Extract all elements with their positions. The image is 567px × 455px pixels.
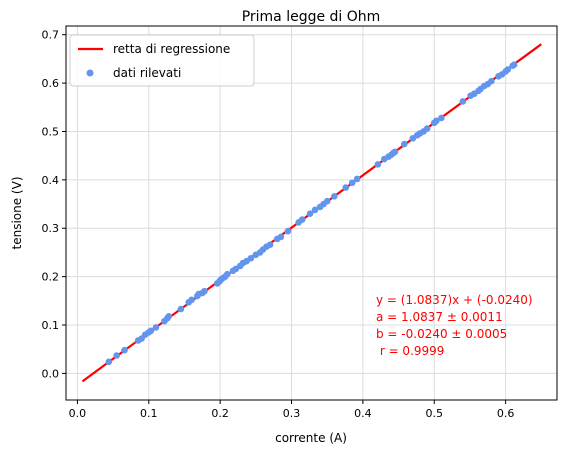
annotation-slope: a = 1.0837 ± 0.0011 [376,310,503,324]
x-tick-label: 0.6 [497,407,515,420]
y-tick-label: 0.0 [42,367,60,380]
data-point [105,358,113,366]
data-point [504,66,512,73]
data-point [306,210,314,218]
x-axis-label: corrente (A) [275,431,347,445]
data-point [247,254,255,262]
data-point [433,117,440,125]
data-point [374,161,382,168]
annotation-equation: y = (1.0837)x + (-0.0240) [376,293,533,307]
data-point [188,296,195,304]
y-tick-label: 0.5 [42,125,60,138]
data-point [311,206,319,214]
y-tick-label: 0.7 [42,29,60,42]
data-point [277,233,285,241]
y-axis-label: tensione (V) [10,177,24,250]
data-point [147,327,155,335]
y-tick-label: 0.3 [42,222,60,235]
annotation-intercept: b = -0.0240 ± 0.0005 [376,327,507,341]
data-point [323,197,331,205]
data-point [331,193,338,200]
data-point [298,216,306,223]
x-tick-label: 0.3 [283,407,301,420]
data-point [113,352,120,359]
regression-annotation: y = (1.0837)x + (-0.0240) a = 1.0837 ± 0… [376,293,533,358]
points-layer [105,61,518,366]
x-tick-label: 0.2 [211,407,229,420]
data-point [353,175,361,183]
ticks: 0.0 0.1 0.2 0.3 0.4 0.5 0.6 0.0 0.1 0.2 0.3 0.4 0.5 0… [42,29,515,420]
grid [66,26,557,400]
data-point [152,324,160,331]
x-tick-label: 0.4 [354,407,372,420]
legend: retta di regressione dati rilevati [69,34,255,87]
legend-points-label: dati rilevati [113,66,181,80]
data-point [391,148,399,156]
y-tick-label: 0.4 [42,174,60,187]
legend-box [69,34,255,87]
data-point [438,114,445,122]
chart-title: Prima legge di Ohm [242,9,381,25]
data-point [348,179,356,187]
data-point [177,305,185,313]
y-tick-label: 0.1 [42,319,60,332]
data-point [510,61,518,69]
data-point [284,227,292,235]
data-point [488,77,495,85]
annotation-r: r = 0.9999 [376,344,444,358]
y-tick-label: 0.6 [42,77,60,90]
x-tick-label: 0.0 [69,407,87,420]
data-point [121,346,128,354]
plot-frame [65,25,558,401]
data-point [165,312,173,320]
data-point [423,125,431,132]
legend-points-swatch [86,69,94,77]
data-point [459,98,467,105]
data-point [342,184,350,191]
x-tick-label: 0.1 [140,407,158,420]
data-point [201,287,208,295]
data-point [223,270,231,278]
data-point [400,140,408,148]
y-tick-label: 0.2 [42,271,60,284]
legend-fit-label: retta di regressione [113,42,230,56]
data-point [266,241,274,248]
x-tick-label: 0.5 [426,407,444,420]
